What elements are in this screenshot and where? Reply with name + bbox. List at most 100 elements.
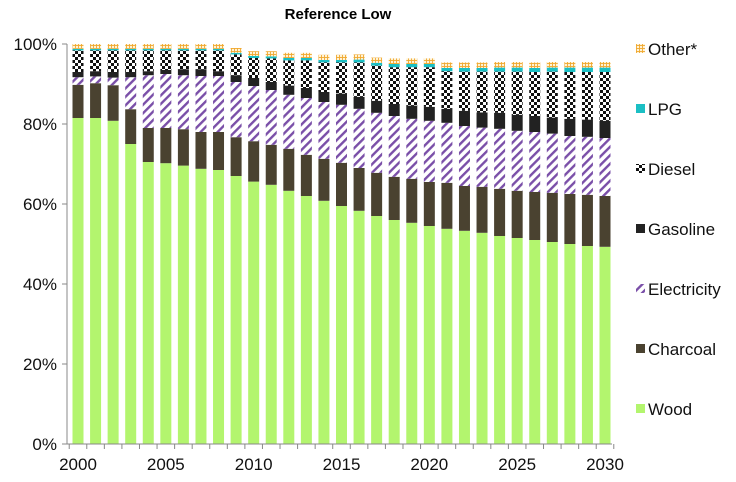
bar-segment-lpg: [177, 48, 189, 51]
bar-segment-diesel: [406, 67, 418, 106]
bar-segment-lpg: [564, 67, 576, 72]
bar-segment-other: [599, 62, 611, 68]
bar-segment-other: [406, 58, 418, 64]
bar-segment-other: [90, 44, 102, 49]
bar-segment-wood: [388, 220, 400, 444]
bar-segment-charcoal: [248, 141, 260, 182]
bar-segment-charcoal: [195, 132, 207, 169]
legend: Other* LPG Diesel Gasoline Electricity Charco…: [636, 40, 721, 419]
legend-label: Wood: [648, 400, 692, 419]
bar-segment-diesel: [248, 58, 260, 78]
legend-swatch: [636, 104, 645, 113]
bar-segment-lpg: [353, 59, 365, 63]
legend-label: Gasoline: [648, 220, 715, 239]
bar-segment-other: [230, 48, 242, 53]
bar-group-2001: [90, 44, 102, 444]
bar-segment-electricity: [213, 76, 225, 132]
bar-segment-charcoal: [511, 190, 523, 238]
bar-segment-electricity: [599, 138, 611, 196]
y-tick-label: 80%: [23, 115, 57, 134]
bar-segment-charcoal: [441, 182, 453, 229]
bar-segment-diesel: [90, 50, 102, 72]
bar-segment-diesel: [511, 71, 523, 115]
bar-group-2028: [564, 62, 576, 444]
bar-segment-diesel: [476, 71, 488, 113]
bar-segment-lpg: [125, 48, 137, 51]
bar-segment-wood: [160, 163, 172, 444]
bar-segment-charcoal: [529, 192, 541, 240]
bar-segment-charcoal: [353, 168, 365, 211]
bar-segment-charcoal: [371, 172, 383, 216]
bar-segment-diesel: [441, 71, 453, 109]
bar-segment-lpg: [300, 58, 312, 61]
bar-segment-electricity: [230, 82, 242, 138]
bar-segment-electricity: [494, 128, 506, 189]
bar-segment-gasoline: [195, 69, 207, 76]
bar-segment-other: [476, 62, 488, 68]
bar-segment-other: [248, 51, 260, 56]
bar-segment-charcoal: [160, 128, 172, 164]
x-axis: 2000 2005 2010 2015 2020 2025 2030: [59, 443, 624, 474]
bar-segment-other: [458, 62, 470, 68]
x-tick-label: 2000: [59, 455, 97, 474]
bar-group-2020: [423, 58, 435, 444]
bar-group-2016: [353, 54, 365, 444]
bar-group-2029: [581, 62, 593, 444]
bar-segment-diesel: [177, 50, 189, 70]
bar-segment-gasoline: [476, 112, 488, 128]
y-tick-label: 100%: [14, 35, 57, 54]
bar-group-2007: [195, 44, 207, 445]
bar-group-2002: [107, 44, 119, 445]
bar-segment-wood: [423, 226, 435, 444]
legend-label: Electricity: [648, 280, 721, 299]
bar-segment-wood: [142, 162, 154, 444]
bar-segment-gasoline: [458, 110, 470, 126]
bar-segment-other: [581, 62, 593, 68]
bars: [72, 44, 611, 445]
bar-segment-wood: [494, 236, 506, 444]
bar-group-2017: [371, 57, 383, 444]
bar-group-2026: [529, 62, 541, 444]
bar-segment-wood: [125, 144, 137, 444]
bar-segment-lpg: [318, 60, 330, 63]
bar-segment-diesel: [107, 50, 119, 72]
bar-segment-wood: [476, 232, 488, 444]
bar-segment-electricity: [581, 136, 593, 195]
bar-segment-diesel: [494, 71, 506, 113]
bar-group-2005: [160, 44, 172, 444]
bar-segment-electricity: [511, 130, 523, 191]
bar-segment-electricity: [195, 76, 207, 132]
bar-segment-wood: [458, 230, 470, 444]
bar-segment-electricity: [336, 104, 347, 163]
bar-segment-electricity: [142, 75, 154, 128]
bar-segment-gasoline: [72, 72, 84, 78]
bar-segment-other: [177, 44, 189, 49]
bar-segment-diesel: [195, 50, 207, 70]
bar-segment-gasoline: [388, 104, 400, 116]
legend-item-gasoline: Gasoline: [636, 220, 715, 239]
bar-segment-gasoline: [564, 118, 576, 136]
bar-segment-lpg: [441, 68, 453, 72]
bar-segment-lpg: [599, 67, 611, 72]
bar-group-2011: [265, 51, 277, 445]
bar-segment-diesel: [230, 54, 242, 76]
bar-segment-charcoal: [423, 182, 435, 226]
bar-segment-charcoal: [265, 144, 277, 185]
bar-segment-electricity: [458, 126, 470, 186]
bar-segment-lpg: [248, 56, 260, 58]
bar-segment-other: [160, 44, 172, 49]
bar-segment-wood: [195, 168, 207, 445]
bar-segment-diesel: [336, 62, 347, 94]
bar-segment-lpg: [371, 62, 383, 66]
bar-segment-other: [371, 57, 383, 63]
chart-title: Reference Low: [285, 6, 392, 23]
bar-segment-other: [336, 54, 347, 60]
bar-segment-diesel: [300, 60, 312, 88]
bar-segment-charcoal: [142, 128, 154, 162]
bar-segment-lpg: [546, 67, 558, 72]
bar-segment-electricity: [441, 122, 453, 183]
y-axis: 0% 20% 40% 60% 80% 100%: [14, 35, 68, 454]
bar-segment-wood: [72, 118, 84, 444]
legend-item-lpg: LPG: [636, 100, 682, 119]
